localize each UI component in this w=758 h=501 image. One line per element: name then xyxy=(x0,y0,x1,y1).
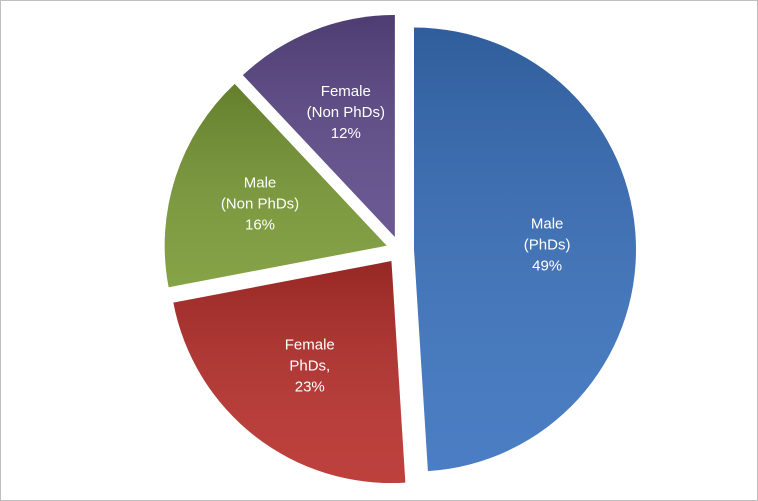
slice-shade xyxy=(173,261,406,484)
slice-shade xyxy=(413,27,636,472)
value-label: 23% xyxy=(295,378,325,395)
label-line: Female xyxy=(321,83,371,100)
data-label: Male (Non PhDs) 16% xyxy=(221,174,299,233)
data-label: Female PhDs, 23% xyxy=(285,336,335,395)
data-label: Female (Non PhDs) 12% xyxy=(307,83,385,142)
label-line: Male xyxy=(531,215,564,232)
label-line: (Non PhDs) xyxy=(221,195,299,212)
data-label: Male (PhDs) 49% xyxy=(524,215,571,274)
labels: Male (PhDs) 49% Female PhDs, 23% Male (Non PhDs… xyxy=(221,83,571,395)
slice-shade xyxy=(164,83,387,288)
label-line: Female xyxy=(285,336,335,353)
label-line: (PhDs) xyxy=(524,236,571,253)
value-label: 49% xyxy=(532,257,562,274)
slices xyxy=(164,14,636,484)
value-label: 16% xyxy=(245,216,275,233)
label-line: (Non PhDs) xyxy=(307,104,385,121)
value-label: 12% xyxy=(331,125,361,142)
label-line: PhDs, xyxy=(289,357,330,374)
label-line: Male xyxy=(244,174,277,191)
slice-shade xyxy=(242,14,395,237)
